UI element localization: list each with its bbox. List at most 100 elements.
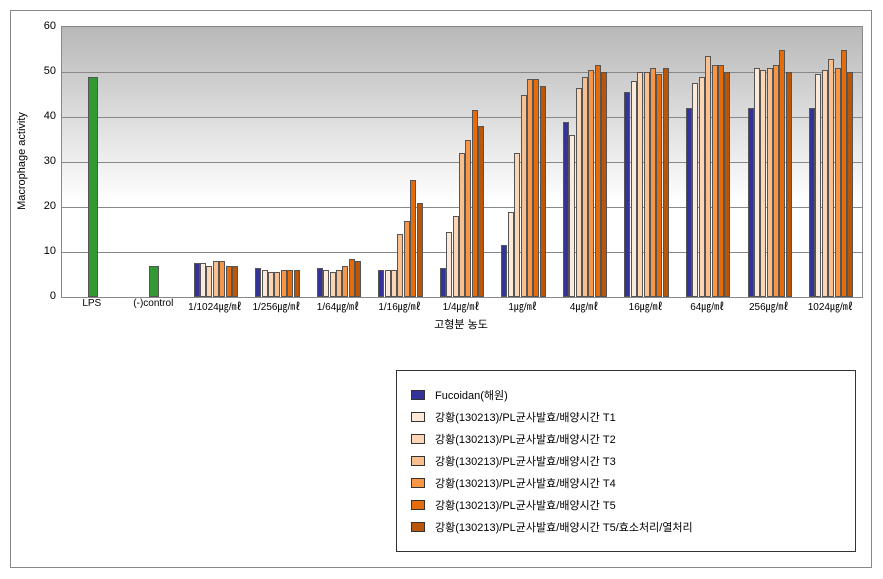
chart-container: Macrophage activity 0102030405060 고형분 농도… [10,10,872,568]
bar [255,268,261,297]
bar [637,72,643,297]
bar [274,272,280,297]
bar [699,77,705,298]
bar [540,86,546,298]
bar [404,221,410,298]
bar-group [370,180,432,297]
bar [294,270,300,297]
legend-item: 강황(130213)/PL균사발효/배양시간 T5 [411,497,841,513]
bar [317,268,323,297]
bar [213,261,219,297]
x-tick: 1/64㎍/㎖ [317,298,359,313]
bar [663,68,669,298]
bar [465,140,471,298]
bar [650,68,656,298]
bar-group [124,266,186,298]
bar [686,108,692,297]
bar [397,234,403,297]
bar [631,81,637,297]
bar [773,65,779,297]
bar-group [616,68,678,298]
x-tick: 4㎍/㎖ [570,298,598,313]
legend-swatch [411,434,425,444]
x-tick: LPS [82,298,101,309]
legend-label: 강황(130213)/PL균사발효/배양시간 T2 [435,431,616,447]
bar [287,270,293,297]
bar-group [800,50,862,298]
bar [88,77,98,298]
bar [478,126,484,297]
bar-group [431,110,493,297]
bar [446,232,452,297]
bars-area [62,27,862,297]
bar [200,263,206,297]
bar [342,266,348,298]
legend-label: 강황(130213)/PL균사발효/배양시간 T5 [435,497,616,513]
legend-item: 강황(130213)/PL균사발효/배양시간 T4 [411,475,841,491]
bar [323,270,329,297]
bar [391,270,397,297]
plot-area [61,26,863,298]
bar [459,153,465,297]
y-axis: 0102030405060 [11,26,61,296]
bar [644,72,650,297]
legend-swatch [411,456,425,466]
y-tick: 20 [44,200,56,212]
legend-swatch [411,412,425,422]
bar [219,261,225,297]
bar-group [554,65,616,297]
bar [453,216,459,297]
bar [533,79,539,297]
bar [601,72,607,297]
bar [576,88,582,297]
bar-group [308,259,370,297]
bar [588,70,594,297]
legend-label: 강황(130213)/PL균사발효/배양시간 T4 [435,475,616,491]
bar [563,122,569,298]
x-tick: 256㎍/㎖ [749,298,788,313]
bar [268,272,274,297]
bar [194,263,200,297]
x-tick: 1/256㎍/㎖ [252,298,300,313]
bar [206,266,212,298]
bar [595,65,601,297]
bar [582,77,588,298]
legend-item: 강황(130213)/PL균사발효/배양시간 T2 [411,431,841,447]
bar-group [739,50,801,298]
bar [815,74,821,297]
bar [262,270,268,297]
bar-group [493,79,555,297]
bar [754,68,760,298]
bar [779,50,785,298]
bar-group [247,268,309,297]
x-tick: 1㎍/㎖ [508,298,536,313]
legend-label: 강황(130213)/PL균사발효/배양시간 T5/효소처리/열처리 [435,519,693,535]
legend-swatch [411,522,425,532]
legend-item: 강황(130213)/PL균사발효/배양시간 T5/효소처리/열처리 [411,519,841,535]
bar [828,59,834,298]
bar [767,68,773,298]
bar [656,74,662,297]
bar [472,110,478,297]
legend-swatch [411,478,425,488]
x-tick: 16㎍/㎖ [629,298,663,313]
bar-group [185,261,247,297]
bar [349,259,355,297]
legend-swatch [411,390,425,400]
legend-item: 강황(130213)/PL균사발효/배양시간 T3 [411,453,841,469]
bar [440,268,446,297]
bar [501,245,507,297]
x-tick: 1/16㎍/㎖ [378,298,420,313]
bar-group [677,56,739,297]
bar [748,108,754,297]
bar [624,92,630,297]
bar [281,270,287,297]
bar [508,212,514,298]
bar [149,266,159,298]
x-tick: 1024㎍/㎖ [808,298,853,313]
bar [809,108,815,297]
bar [232,266,238,298]
legend-item: Fucoidan(해원) [411,387,841,403]
bar [692,83,698,297]
x-axis-label: 고형분 농도 [434,316,488,332]
